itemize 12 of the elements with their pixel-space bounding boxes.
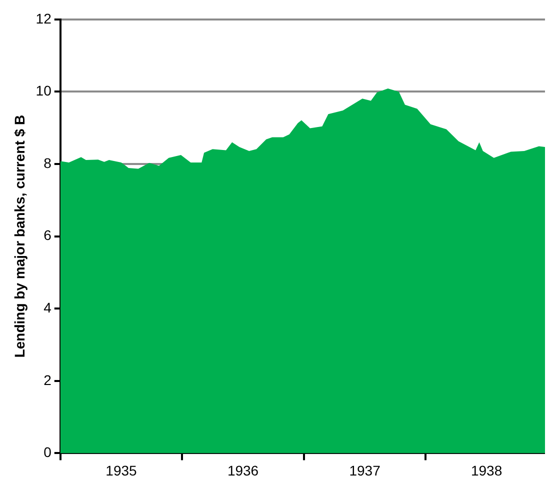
x-tick-label: 1935 [106, 462, 138, 478]
x-tick-label: 1938 [470, 462, 502, 478]
y-tick-label: 12 [36, 10, 52, 26]
y-tick-label: 6 [44, 227, 52, 244]
y-tick-label: 4 [44, 299, 52, 316]
x-tick-label: 1937 [349, 462, 381, 478]
y-tick-label: 2 [44, 372, 52, 388]
y-axis-title: Lending by major banks, current $ B [11, 114, 28, 358]
x-tick-label: 1936 [227, 462, 259, 478]
y-tick-label: 8 [44, 154, 52, 171]
y-tick-label: 0 [44, 444, 52, 460]
y-tick-label: 10 [36, 82, 52, 99]
